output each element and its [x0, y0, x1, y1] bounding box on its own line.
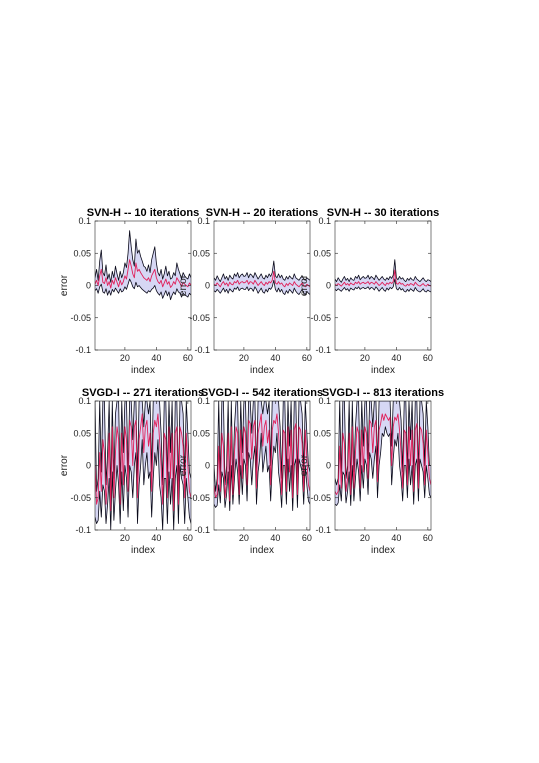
y-tick-label: -0.1 — [75, 525, 91, 535]
x-tick-label: 20 — [360, 353, 370, 363]
x-axis-label: index — [371, 545, 395, 556]
x-axis-label: index — [250, 545, 274, 556]
x-tick-label: 20 — [120, 353, 130, 363]
x-axis-label: index — [131, 545, 155, 556]
chart-panel-4: -0.1 -0.05 0 0.05 0.1 20 40 60 SVGD-I -- 271 ite… — [59, 387, 204, 556]
x-axis-label: index — [131, 365, 155, 376]
confidence-band — [214, 260, 310, 295]
chart-title: SVN-H -- 30 iterations — [327, 207, 439, 219]
lower-bound-line — [95, 439, 191, 530]
y-tick-label: -0.05 — [70, 493, 91, 503]
y-tick-label: -0.1 — [315, 345, 331, 355]
y-tick-label: -0.05 — [310, 493, 331, 503]
chart-title: SVN-H -- 10 iterations — [87, 207, 199, 219]
confidence-band — [335, 259, 431, 292]
x-tick-label: 40 — [151, 353, 161, 363]
y-axis-label: error — [299, 274, 310, 296]
y-tick-label: 0.1 — [197, 216, 210, 226]
y-tick-label: 0.1 — [318, 216, 331, 226]
lower-bound-line — [95, 278, 191, 301]
x-tick-label: 40 — [391, 353, 401, 363]
chart-title: SVGD-I -- 813 iterations — [322, 387, 444, 399]
y-tick-label: 0 — [205, 281, 210, 291]
mean-line — [214, 413, 310, 502]
lower-bound-line — [214, 279, 310, 295]
upper-bound-line — [335, 259, 431, 283]
x-axis-label: index — [250, 365, 274, 376]
y-tick-label: -0.05 — [189, 313, 210, 323]
lower-bound-line — [214, 432, 310, 512]
x-tick-label: 40 — [270, 533, 280, 543]
y-tick-label: 0 — [326, 461, 331, 471]
y-tick-label: 0.05 — [313, 428, 331, 438]
mean-line — [95, 413, 191, 512]
y-tick-label: 0.1 — [78, 216, 91, 226]
x-tick-label: 60 — [183, 533, 193, 543]
y-tick-label: 0.05 — [73, 248, 91, 258]
y-tick-label: 0.1 — [197, 396, 210, 406]
y-axis-label: error — [178, 454, 189, 476]
y-tick-label: -0.05 — [189, 493, 210, 503]
y-tick-label: 0 — [326, 281, 331, 291]
mean-line — [95, 259, 191, 289]
y-tick-label: 0 — [86, 461, 91, 471]
plot-area — [335, 401, 431, 506]
lower-bound-line — [335, 426, 431, 506]
x-tick-label: 60 — [423, 533, 433, 543]
x-tick-label: 60 — [302, 533, 312, 543]
y-tick-label: 0 — [86, 281, 91, 291]
y-tick-label: 0.1 — [318, 396, 331, 406]
y-axis-label: error — [299, 454, 310, 476]
chart-title: SVGD-I -- 271 iterations — [82, 387, 204, 399]
y-tick-label: 0.05 — [192, 248, 210, 258]
y-tick-label: -0.05 — [70, 313, 91, 323]
upper-bound-line — [214, 260, 310, 283]
y-tick-label: -0.1 — [194, 345, 210, 355]
chart-panel-5: -0.1 -0.05 0 0.05 0.1 20 40 60 SVGD-I -- 542 ite… — [178, 387, 323, 556]
y-tick-label: 0.05 — [192, 428, 210, 438]
plot-area — [95, 401, 191, 530]
mean-line — [335, 269, 431, 287]
x-tick-label: 60 — [302, 353, 312, 363]
plot-area — [95, 230, 191, 301]
x-axis-label: index — [371, 365, 395, 376]
y-tick-label: 0.05 — [313, 248, 331, 258]
x-tick-label: 60 — [423, 353, 433, 363]
chart-panel-1: -0.1 -0.05 0 0.05 0.1 20 40 60 SVN-H -- 10 itera… — [59, 207, 199, 376]
y-tick-label: -0.1 — [75, 345, 91, 355]
x-tick-label: 60 — [183, 353, 193, 363]
x-tick-label: 20 — [360, 533, 370, 543]
y-axis-label: error — [59, 274, 70, 296]
chart-title: SVGD-I -- 542 iterations — [201, 387, 323, 399]
y-axis-label: error — [59, 454, 70, 476]
y-tick-label: -0.1 — [194, 525, 210, 535]
mean-line — [335, 413, 431, 495]
y-axis-label: error — [178, 274, 189, 296]
y-tick-label: -0.05 — [310, 313, 331, 323]
y-tick-label: -0.1 — [315, 525, 331, 535]
x-tick-label: 40 — [391, 533, 401, 543]
upper-bound-line — [95, 230, 191, 283]
x-tick-label: 40 — [270, 353, 280, 363]
plot-area — [214, 401, 310, 512]
lower-bound-line — [335, 278, 431, 293]
chart-panel-2: -0.1 -0.05 0 0.05 0.1 20 40 60 SVN-H -- 20 itera… — [178, 207, 318, 376]
y-tick-label: 0.05 — [73, 428, 91, 438]
x-tick-label: 20 — [239, 533, 249, 543]
mean-line — [214, 270, 310, 288]
chart-panel-6: -0.1 -0.05 0 0.05 0.1 20 40 60 SVGD-I -- 813 ite… — [299, 387, 444, 556]
chart-title: SVN-H -- 20 iterations — [206, 207, 318, 219]
x-tick-label: 20 — [239, 353, 249, 363]
chart-panel-3: -0.1 -0.05 0 0.05 0.1 20 40 60 SVN-H -- 30 itera… — [299, 207, 439, 376]
y-tick-label: 0.1 — [78, 396, 91, 406]
plot-area — [214, 260, 310, 295]
plot-area — [335, 259, 431, 293]
x-tick-label: 40 — [151, 533, 161, 543]
y-tick-label: 0 — [205, 461, 210, 471]
x-tick-label: 20 — [120, 533, 130, 543]
